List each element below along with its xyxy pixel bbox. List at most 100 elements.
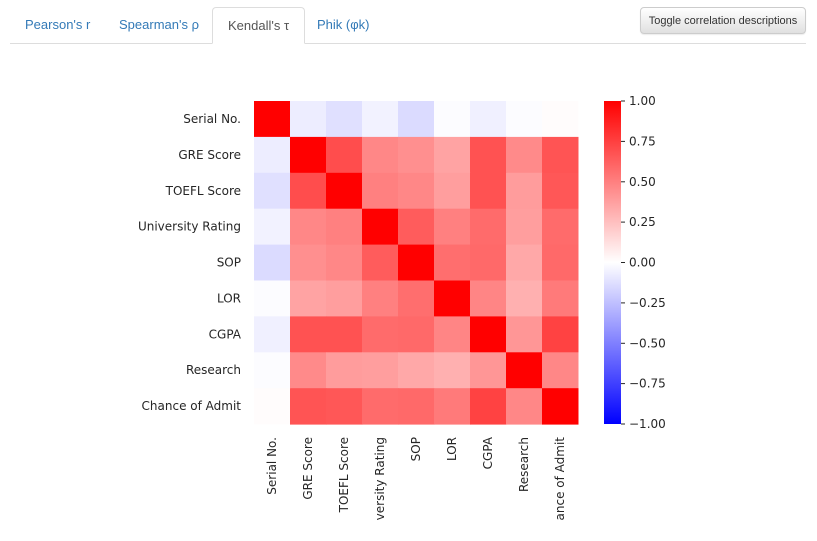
heatmap-cell bbox=[398, 136, 435, 174]
heatmap-cell bbox=[470, 280, 507, 317]
heatmap-cell bbox=[434, 388, 471, 425]
heatmap-cell bbox=[362, 244, 399, 281]
colorbar-tick-label: −0.50 bbox=[629, 336, 666, 350]
heatmap-cell bbox=[542, 136, 579, 174]
heatmap-cell bbox=[542, 208, 579, 246]
heatmap-cell bbox=[506, 208, 543, 246]
colorbar-tick-label: 1.00 bbox=[629, 94, 656, 108]
heatmap-cell bbox=[470, 172, 507, 210]
row-label: Research bbox=[186, 363, 241, 377]
heatmap-cell bbox=[290, 388, 327, 425]
heatmap-cell bbox=[434, 172, 471, 210]
heatmap-cell bbox=[470, 208, 507, 246]
colorbar-tick-label: 0.75 bbox=[629, 134, 656, 148]
heatmap-cell bbox=[326, 101, 363, 138]
heatmap-cell bbox=[254, 280, 291, 317]
heatmap-cell bbox=[362, 388, 399, 425]
heatmap-cell bbox=[542, 280, 579, 317]
heatmap-cell bbox=[326, 208, 363, 246]
col-label: GRE Score bbox=[301, 437, 315, 500]
heatmap-cell bbox=[326, 388, 363, 425]
col-label: versity Rating bbox=[373, 437, 387, 520]
row-label: Chance of Admit bbox=[142, 399, 242, 413]
heatmap-cell bbox=[470, 244, 507, 281]
row-label: LOR bbox=[217, 291, 241, 305]
heatmap-cell bbox=[470, 352, 507, 389]
row-label: CGPA bbox=[209, 327, 242, 341]
heatmap-cell bbox=[254, 316, 291, 353]
heatmap-cell bbox=[362, 172, 399, 210]
toggle-correlation-descriptions-button[interactable]: Toggle correlation descriptions bbox=[640, 7, 806, 34]
tab-spearman[interactable]: Spearman's ρ bbox=[119, 17, 199, 32]
heatmap-cell bbox=[398, 316, 435, 353]
tab-pearson[interactable]: Pearson's r bbox=[25, 17, 91, 32]
heatmap-cell bbox=[470, 136, 507, 174]
row-label: Serial No. bbox=[183, 112, 241, 126]
heatmap-cell bbox=[434, 280, 471, 317]
heatmap-cell bbox=[434, 101, 471, 138]
heatmap-cell bbox=[326, 244, 363, 281]
heatmap-cell bbox=[506, 136, 543, 174]
heatmap-cell bbox=[506, 244, 543, 281]
heatmap-cell bbox=[254, 136, 291, 174]
heatmap-cell bbox=[542, 352, 579, 389]
col-label: CGPA bbox=[481, 436, 495, 469]
col-label: ance of Admit bbox=[553, 437, 567, 521]
heatmap-cell bbox=[398, 352, 435, 389]
heatmap-cell bbox=[362, 101, 399, 138]
colorbar-tick-label: −1.00 bbox=[629, 417, 666, 431]
heatmap-cell bbox=[470, 388, 507, 425]
heatmap-cell bbox=[434, 244, 471, 281]
heatmap-cell bbox=[542, 244, 579, 281]
heatmap-cell bbox=[398, 172, 435, 210]
heatmap-cell bbox=[326, 280, 363, 317]
heatmap-cell bbox=[542, 101, 579, 138]
heatmap-cell bbox=[254, 388, 291, 425]
heatmap-cell bbox=[290, 316, 327, 353]
col-label: Research bbox=[517, 437, 531, 492]
heatmap-cell bbox=[506, 280, 543, 317]
row-label: GRE Score bbox=[178, 148, 241, 162]
heatmap-cell bbox=[290, 280, 327, 317]
heatmap-cell bbox=[470, 316, 507, 353]
heatmap-cell bbox=[362, 208, 399, 246]
col-label: Serial No. bbox=[265, 437, 279, 495]
colorbar-tick-label: −0.25 bbox=[629, 296, 666, 310]
heatmap-cell bbox=[254, 101, 291, 138]
tab-kendall[interactable]: Kendall's τ bbox=[212, 7, 306, 44]
heatmap-cell bbox=[542, 388, 579, 425]
heatmap-cell bbox=[506, 101, 543, 138]
heatmap-cell bbox=[434, 316, 471, 353]
heatmap-cell bbox=[254, 208, 291, 246]
col-label: TOEFL Score bbox=[337, 437, 351, 513]
heatmap-cell bbox=[254, 244, 291, 281]
heatmap-cell bbox=[326, 136, 363, 174]
heatmap-cell bbox=[362, 352, 399, 389]
heatmap-cell bbox=[290, 136, 327, 174]
heatmap-cell bbox=[398, 244, 435, 281]
heatmap-cell bbox=[434, 352, 471, 389]
heatmap-cell bbox=[506, 352, 543, 389]
colorbar-tick-label: 0.25 bbox=[629, 215, 656, 229]
colorbar-tick-label: −0.75 bbox=[629, 377, 666, 391]
heatmap-cell bbox=[398, 280, 435, 317]
heatmap-cell bbox=[506, 172, 543, 210]
tab-phik[interactable]: Phik (φk) bbox=[317, 17, 370, 32]
heatmap-cell bbox=[434, 208, 471, 246]
heatmap-cell bbox=[398, 208, 435, 246]
heatmap-cell bbox=[506, 388, 543, 425]
colorbar bbox=[604, 101, 621, 424]
heatmap-cell bbox=[326, 172, 363, 210]
heatmap-cell bbox=[434, 136, 471, 174]
heatmap-cell bbox=[254, 172, 291, 210]
heatmap-cell bbox=[362, 136, 399, 174]
heatmap-cell bbox=[398, 101, 435, 138]
correlation-tabs: Pearson's r Spearman's ρ Kendall's τ Phi… bbox=[10, 7, 806, 44]
heatmap-cell bbox=[326, 352, 363, 389]
heatmap-cell bbox=[254, 352, 291, 389]
heatmap-cell bbox=[542, 172, 579, 210]
colorbar-tick-label: 0.50 bbox=[629, 175, 656, 189]
heatmap-cell bbox=[326, 316, 363, 353]
heatmap-cell bbox=[290, 172, 327, 210]
